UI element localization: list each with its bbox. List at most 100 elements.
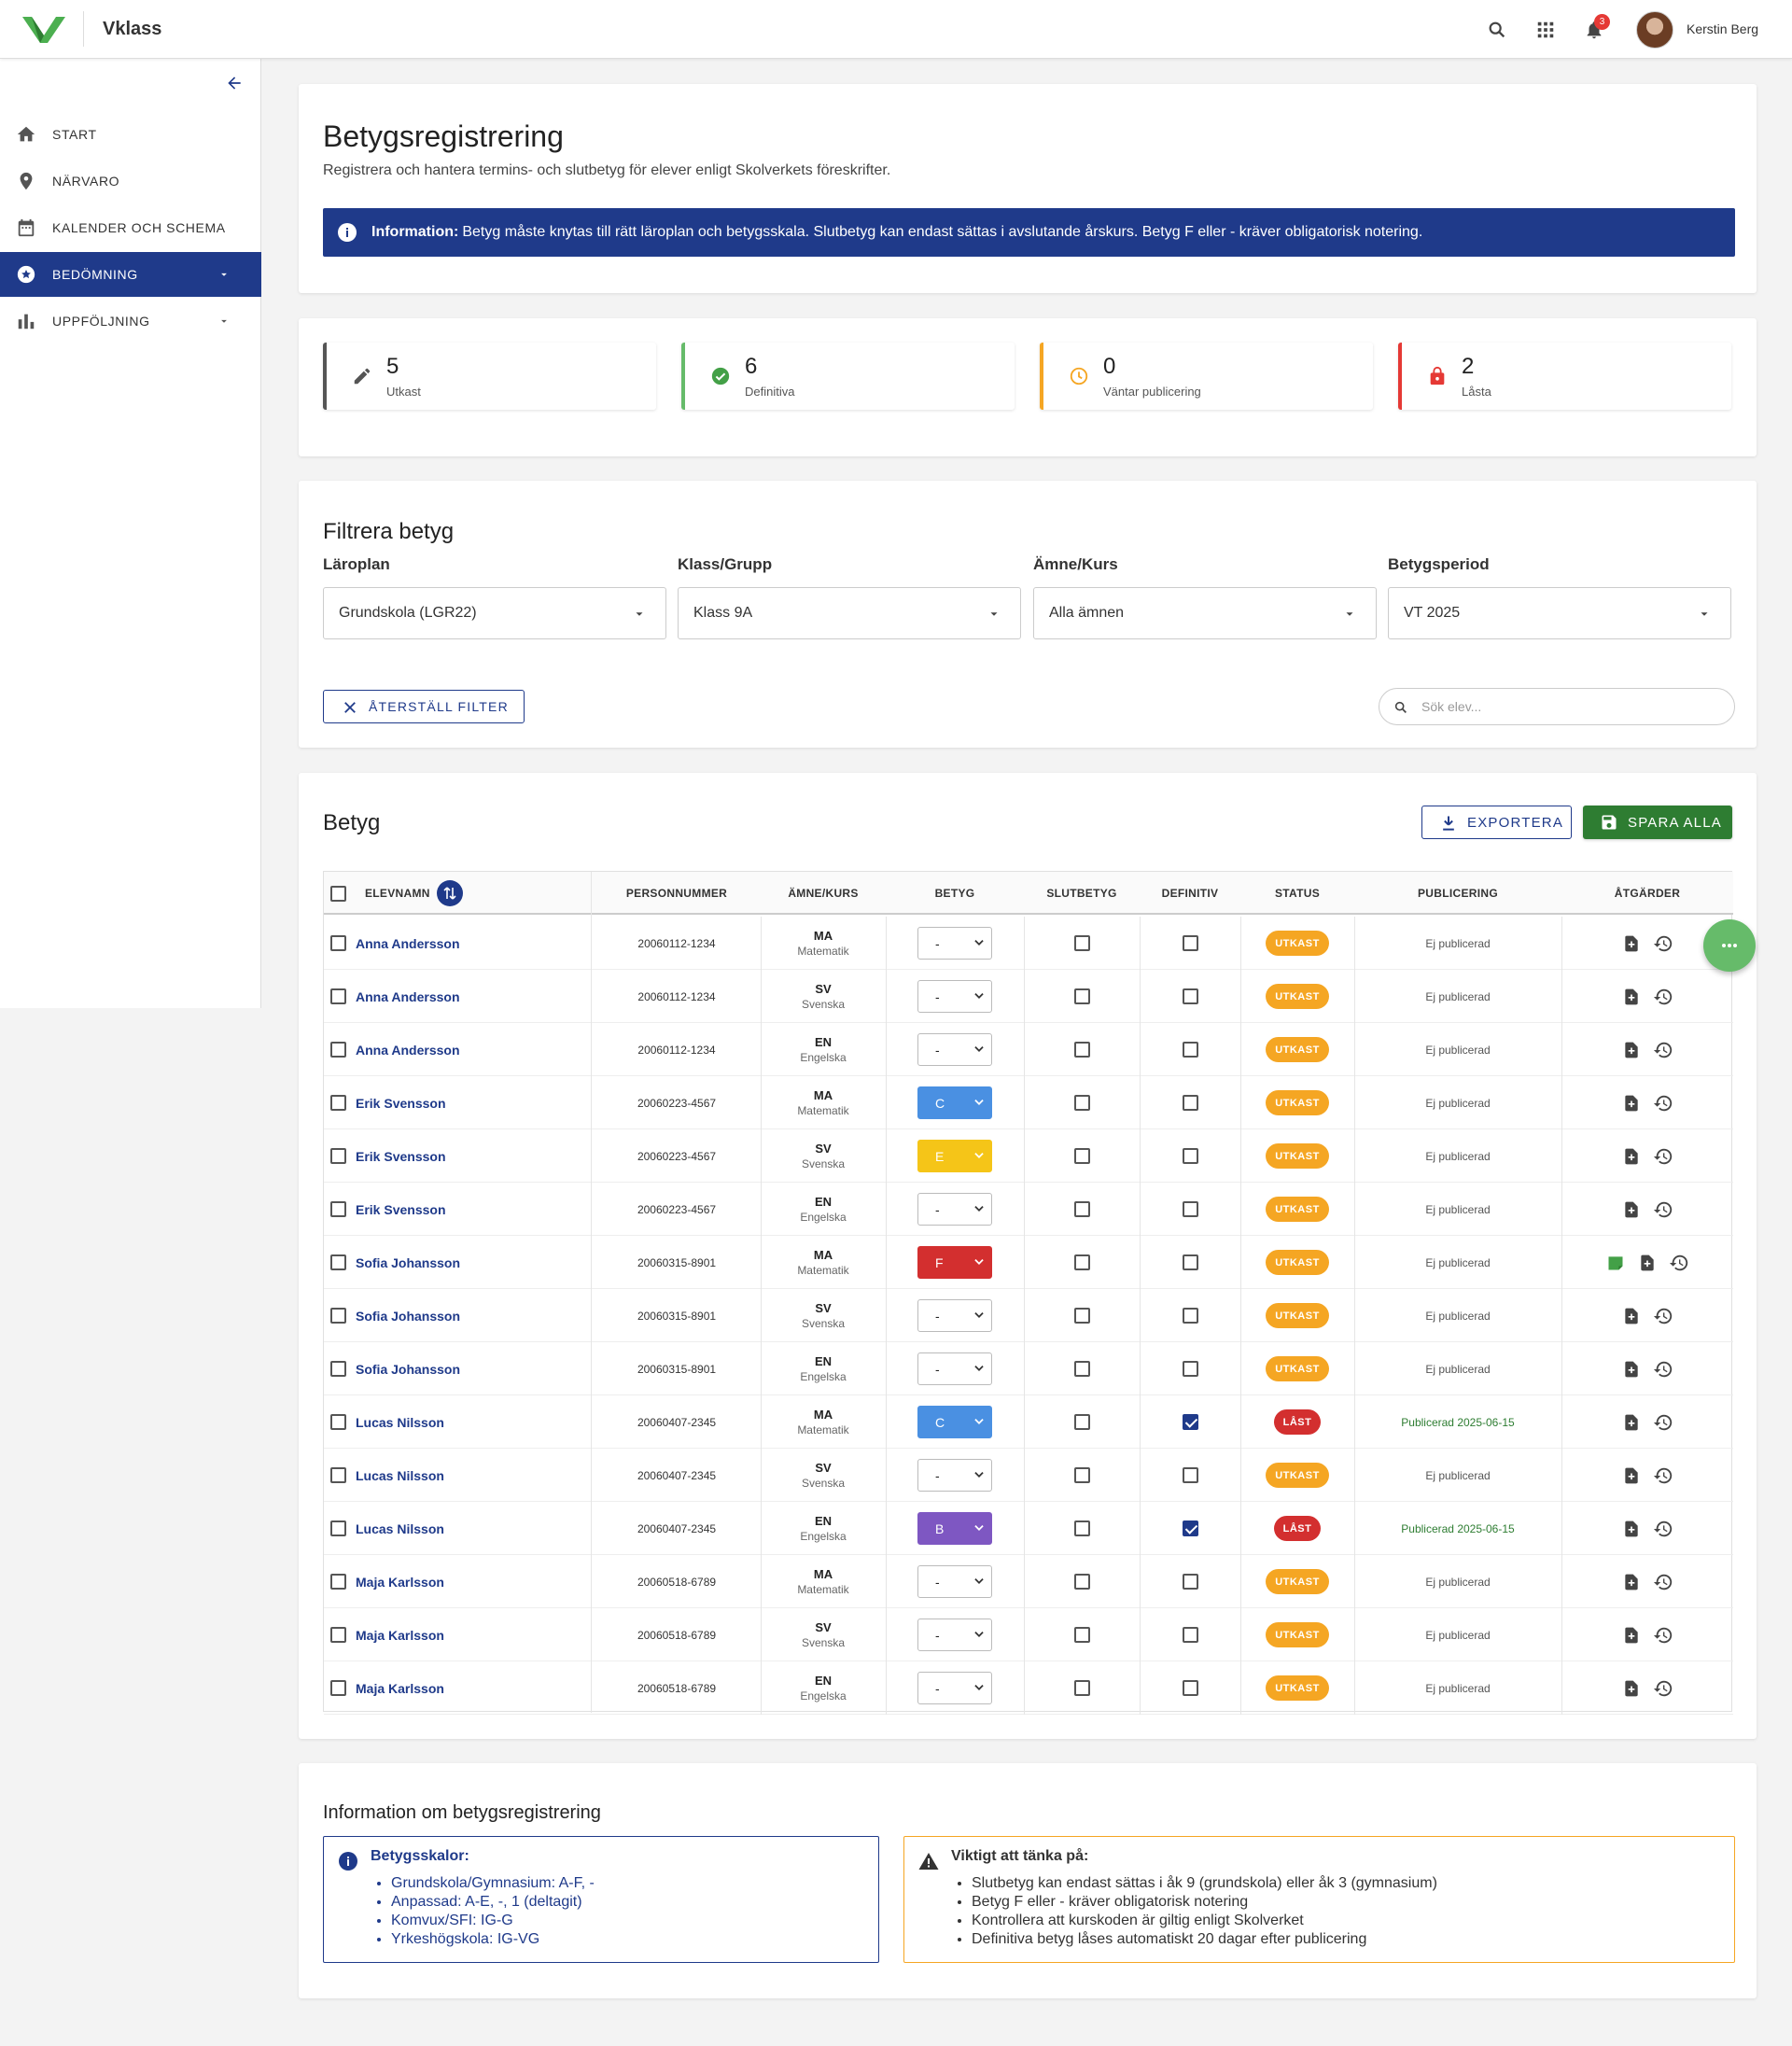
student-name-link[interactable]: Sofia Johansson xyxy=(356,1308,461,1324)
add-note-document-icon[interactable] xyxy=(1620,1039,1643,1061)
definitive-checkbox[interactable] xyxy=(1182,1201,1198,1217)
history-icon[interactable] xyxy=(1652,1305,1674,1327)
row-checkbox[interactable] xyxy=(329,1467,346,1483)
history-icon[interactable] xyxy=(1652,1464,1674,1487)
add-note-document-icon[interactable] xyxy=(1620,1677,1643,1700)
add-note-document-icon[interactable] xyxy=(1620,1411,1643,1434)
row-checkbox[interactable] xyxy=(329,1627,346,1643)
username[interactable]: Kerstin Berg xyxy=(1687,21,1759,36)
student-name-link[interactable]: Sofia Johansson xyxy=(356,1254,461,1270)
grade-select[interactable]: F xyxy=(917,1246,992,1279)
definitive-checkbox[interactable] xyxy=(1182,1467,1198,1483)
definitive-checkbox[interactable] xyxy=(1182,1414,1198,1430)
final-grade-checkbox[interactable] xyxy=(1073,935,1090,951)
definitive-checkbox[interactable] xyxy=(1182,1308,1198,1324)
grade-select[interactable]: - xyxy=(917,1299,992,1332)
definitive-checkbox[interactable] xyxy=(1182,1361,1198,1377)
grade-select[interactable]: - xyxy=(917,1033,992,1066)
definitive-checkbox[interactable] xyxy=(1182,1148,1198,1164)
apps-grid-icon[interactable] xyxy=(1533,18,1558,42)
grade-select[interactable]: E xyxy=(917,1140,992,1172)
reset-filter-button[interactable]: Återställ filter xyxy=(323,690,525,723)
row-checkbox[interactable] xyxy=(329,1574,346,1590)
history-icon[interactable] xyxy=(1652,1677,1674,1700)
sidebar-item-kalender[interactable]: Kalender och schema xyxy=(0,205,261,250)
student-name-link[interactable]: Lucas Nilsson xyxy=(356,1467,444,1483)
row-checkbox[interactable] xyxy=(329,1095,346,1111)
grade-select[interactable]: - xyxy=(917,1672,992,1704)
more-actions-fab[interactable] xyxy=(1703,919,1756,972)
grade-select[interactable]: B xyxy=(917,1512,992,1545)
collapse-sidebar-arrow-icon[interactable] xyxy=(221,70,247,96)
add-note-document-icon[interactable] xyxy=(1620,1145,1643,1168)
history-icon[interactable] xyxy=(1652,1092,1674,1114)
final-grade-checkbox[interactable] xyxy=(1073,1254,1090,1270)
note-icon[interactable] xyxy=(1604,1252,1627,1274)
student-name-link[interactable]: Maja Karlsson xyxy=(356,1574,444,1590)
row-checkbox[interactable] xyxy=(329,988,346,1004)
definitive-checkbox[interactable] xyxy=(1182,1574,1198,1590)
final-grade-checkbox[interactable] xyxy=(1073,988,1090,1004)
period-select[interactable]: VT 2025 xyxy=(1388,587,1731,639)
history-icon[interactable] xyxy=(1652,1624,1674,1647)
row-checkbox[interactable] xyxy=(329,1148,346,1164)
final-grade-checkbox[interactable] xyxy=(1073,1627,1090,1643)
column-header[interactable]: Publicering xyxy=(1418,887,1498,900)
student-name-link[interactable]: Erik Svensson xyxy=(356,1095,446,1111)
column-header[interactable]: Ämne/Kurs xyxy=(788,887,859,900)
student-name-link[interactable]: Maja Karlsson xyxy=(356,1680,444,1696)
final-grade-checkbox[interactable] xyxy=(1073,1042,1090,1058)
add-note-document-icon[interactable] xyxy=(1620,1571,1643,1593)
final-grade-checkbox[interactable] xyxy=(1073,1095,1090,1111)
history-icon[interactable] xyxy=(1652,932,1674,955)
laroplan-select[interactable]: Grundskola (LGR22) xyxy=(323,587,666,639)
history-icon[interactable] xyxy=(1652,1411,1674,1434)
history-icon[interactable] xyxy=(1652,986,1674,1008)
history-icon[interactable] xyxy=(1652,1039,1674,1061)
student-name-link[interactable]: Anna Andersson xyxy=(356,935,460,951)
grade-select[interactable]: C xyxy=(917,1406,992,1438)
grade-select[interactable]: - xyxy=(917,980,992,1013)
add-note-document-icon[interactable] xyxy=(1620,986,1643,1008)
row-checkbox[interactable] xyxy=(329,1308,346,1324)
select-all-checkbox[interactable] xyxy=(329,885,346,902)
history-icon[interactable] xyxy=(1652,1145,1674,1168)
column-header[interactable]: Betyg xyxy=(934,887,975,900)
search-icon[interactable] xyxy=(1485,18,1509,42)
column-header[interactable]: Elevnamn xyxy=(365,887,430,900)
history-icon[interactable] xyxy=(1652,1198,1674,1221)
add-note-document-icon[interactable] xyxy=(1620,1624,1643,1647)
history-icon[interactable] xyxy=(1652,1518,1674,1540)
definitive-checkbox[interactable] xyxy=(1182,1095,1198,1111)
final-grade-checkbox[interactable] xyxy=(1073,1148,1090,1164)
definitive-checkbox[interactable] xyxy=(1182,1680,1198,1696)
add-note-document-icon[interactable] xyxy=(1636,1252,1659,1274)
add-note-document-icon[interactable] xyxy=(1620,1092,1643,1114)
add-note-document-icon[interactable] xyxy=(1620,1198,1643,1221)
column-header[interactable]: Status xyxy=(1274,887,1321,900)
grade-select[interactable]: C xyxy=(917,1086,992,1119)
row-checkbox[interactable] xyxy=(329,1680,346,1696)
row-checkbox[interactable] xyxy=(329,1414,346,1430)
definitive-checkbox[interactable] xyxy=(1182,1254,1198,1270)
sort-icon[interactable] xyxy=(436,872,464,915)
history-icon[interactable] xyxy=(1652,1571,1674,1593)
student-name-link[interactable]: Sofia Johansson xyxy=(356,1361,461,1377)
grade-select[interactable]: - xyxy=(917,1352,992,1385)
grade-select[interactable]: - xyxy=(917,1193,992,1226)
final-grade-checkbox[interactable] xyxy=(1073,1574,1090,1590)
export-button[interactable]: Exportera xyxy=(1421,806,1572,839)
definitive-checkbox[interactable] xyxy=(1182,1042,1198,1058)
final-grade-checkbox[interactable] xyxy=(1073,1414,1090,1430)
sidebar-item-narvaro[interactable]: Närvaro xyxy=(0,159,261,203)
final-grade-checkbox[interactable] xyxy=(1073,1361,1090,1377)
sidebar-item-start[interactable]: Start xyxy=(0,112,261,157)
grade-select[interactable]: - xyxy=(917,1565,992,1598)
final-grade-checkbox[interactable] xyxy=(1073,1467,1090,1483)
student-name-link[interactable]: Anna Andersson xyxy=(356,1042,460,1058)
grade-select[interactable]: - xyxy=(917,927,992,960)
final-grade-checkbox[interactable] xyxy=(1073,1680,1090,1696)
column-header[interactable]: Personnummer xyxy=(625,887,728,900)
definitive-checkbox[interactable] xyxy=(1182,1520,1198,1536)
student-name-link[interactable]: Lucas Nilsson xyxy=(356,1520,444,1536)
